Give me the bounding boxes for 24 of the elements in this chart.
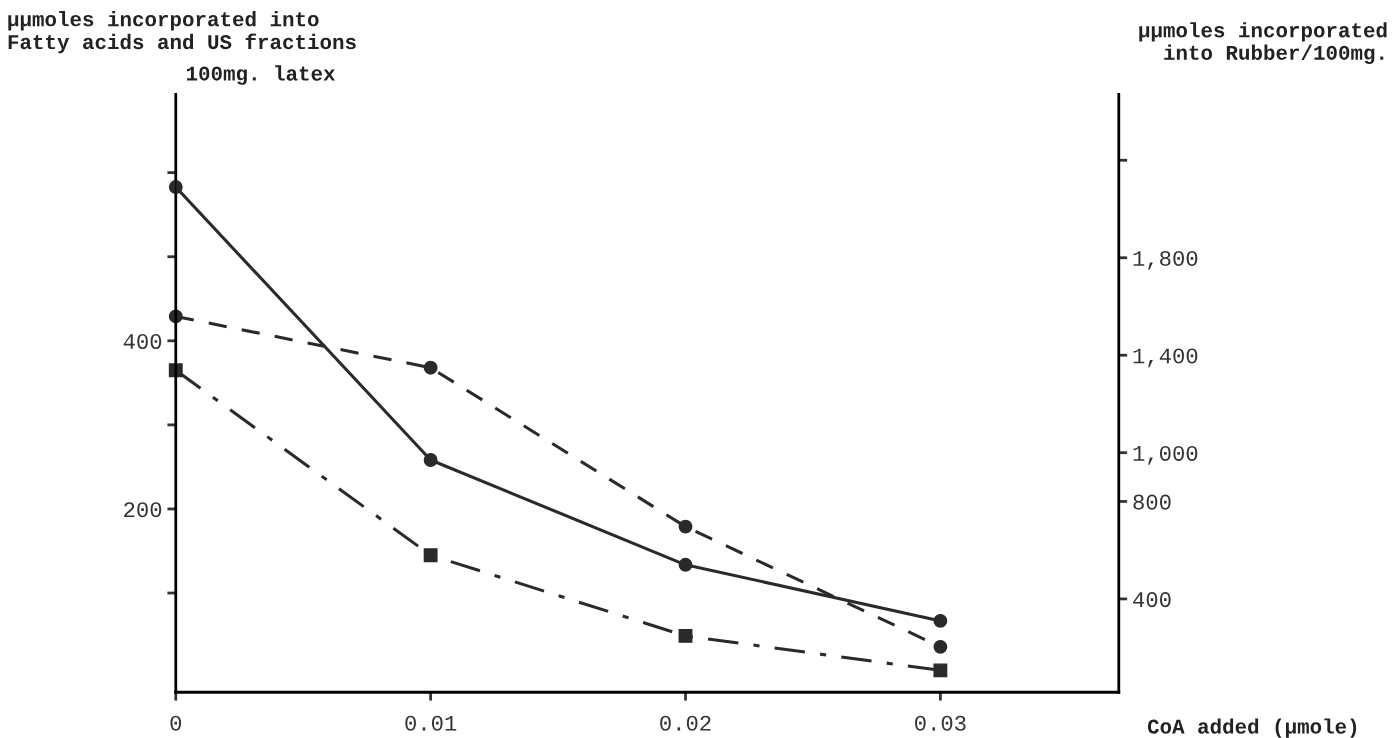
y2-tick-label: 1,000 [1133, 445, 1198, 465]
y2-tick-label: 800 [1133, 494, 1171, 510]
point [678, 557, 693, 572]
point [933, 663, 948, 678]
x-axis-title: CoA added (μmole) [1147, 718, 1357, 738]
point [168, 180, 183, 195]
point [933, 613, 948, 628]
x-tick-label: 0.02 [660, 715, 711, 731]
y2-tick-label: 1,800 [1133, 250, 1198, 270]
point [423, 360, 438, 375]
x-tick-label: 0.01 [405, 715, 457, 731]
y2-tick-label: 1,400 [1133, 348, 1198, 368]
text: 100mg. latex [186, 65, 336, 85]
x-tick-label: 0.03 [915, 715, 966, 731]
point [933, 639, 948, 654]
point [678, 519, 693, 534]
y-axis-title: μμmoles incorporated into Fatty acids and US fractions [8, 11, 356, 54]
y-tick-label: 200 [124, 502, 162, 518]
y2-axis-title: μμmoles incorporated into Rubber/100mg. [1139, 22, 1387, 65]
point [423, 548, 438, 563]
point [678, 628, 693, 643]
point [423, 453, 438, 467]
x-tick-label: 0 [170, 715, 182, 731]
y2-tick-label: 400 [1133, 592, 1171, 608]
